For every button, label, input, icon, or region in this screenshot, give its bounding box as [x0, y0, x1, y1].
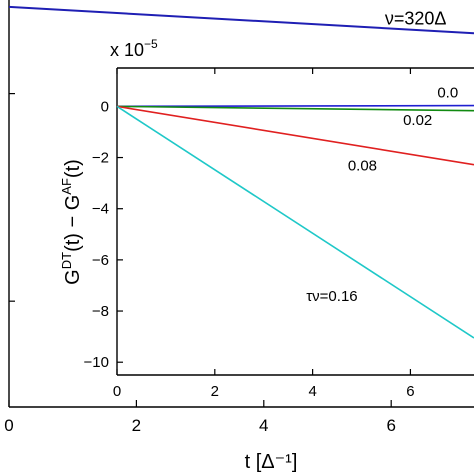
main-series-line — [8, 5, 474, 35]
inset-series-line — [116, 105, 474, 339]
main-x-tick-label: 2 — [132, 416, 141, 435]
inset-ylabel-end: (t) — [62, 159, 84, 178]
inset-y-tick-label: −2 — [92, 150, 109, 167]
inset-series-group — [116, 104, 474, 339]
inset-y-tick-label: −8 — [92, 303, 109, 320]
inset-annotations: 0.0 0.02 0.08 τν=0.16 — [306, 84, 458, 304]
inset-series-line — [116, 105, 474, 112]
inset-series-label: 0.0 — [437, 84, 458, 101]
main-series-label: ν=320Δ — [385, 8, 447, 28]
inset-x-tick-label: 0 — [113, 383, 121, 400]
main-annotations: ν=320Δ — [385, 8, 447, 28]
main-x-tick-label: 6 — [386, 416, 395, 435]
main-x-axis-title: t [Δ⁻¹] — [245, 451, 298, 473]
inset-series-label: 0.02 — [403, 112, 432, 129]
inset-x-tick-label: 4 — [308, 383, 316, 400]
inset-series-label: τν=0.16 — [306, 288, 357, 305]
inset-plot: 0 2 4 6 0 −2 −4 −6 −8 −10 0.0 0.02 0.08 τν=0.16 x 1… — [59, 37, 474, 400]
inset-exponent-power: −5 — [144, 37, 158, 51]
inset-series-line — [116, 104, 474, 108]
inset-y-tick-label: −10 — [84, 354, 109, 371]
inset-ylabel-g2-sup: AF — [59, 178, 74, 195]
inset-x-tick-label: 2 — [211, 383, 219, 400]
inset-x-tick-label: 6 — [406, 383, 414, 400]
inset-ylabel-g1: G — [62, 269, 84, 285]
inset-series-line — [116, 105, 474, 166]
inset-y-tick-label: −6 — [92, 252, 109, 269]
inset-y-tick-label: −4 — [92, 201, 109, 218]
inset-y-axis-title: GDT(t) − GAF(t) — [59, 159, 84, 285]
inset-exponent-base: x 10 — [110, 40, 144, 60]
inset-ylabel-mid: (t) − G — [62, 195, 84, 252]
main-x-tick-label: 0 — [4, 416, 13, 435]
main-y-ticks — [9, 93, 15, 302]
inset-ylabel-g1-sup: DT — [59, 252, 74, 269]
main-x-ticks: 0 2 4 6 — [4, 400, 396, 435]
inset-y-ticks: 0 −2 −4 −6 −8 −10 — [84, 98, 123, 371]
main-x-tick-label: 4 — [259, 416, 268, 435]
main-series-group — [8, 5, 474, 35]
inset-x-ticks: 0 2 4 6 — [113, 68, 415, 400]
inset-y-tick-label: 0 — [101, 98, 109, 115]
inset-exponent-label: x 10−5 — [110, 37, 158, 60]
inset-series-label: 0.08 — [348, 157, 377, 174]
